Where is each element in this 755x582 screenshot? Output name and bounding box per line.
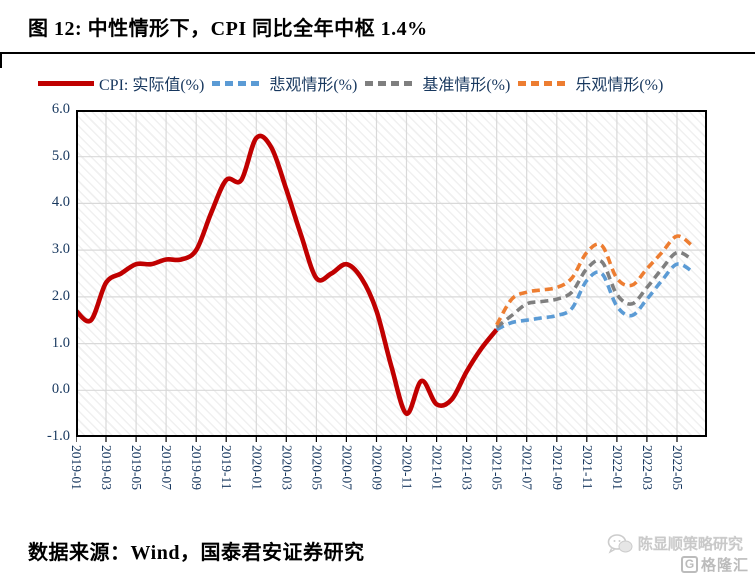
gelonghui-logo-text: 格隆汇 bbox=[700, 558, 749, 574]
series-line-1 bbox=[495, 262, 693, 332]
y-tick-label: 6.0 bbox=[51, 101, 70, 117]
legend-item-optimistic: 乐观情形(%) bbox=[518, 71, 663, 95]
table-border-stub bbox=[0, 52, 2, 68]
legend-label-optimistic: 乐观情形(%) bbox=[575, 77, 664, 94]
x-tick-label: 2022-03 bbox=[639, 445, 655, 490]
series-line-0 bbox=[76, 133, 499, 416]
y-tick-label: 0.0 bbox=[51, 381, 70, 398]
x-tick-label: 2019-03 bbox=[99, 445, 115, 490]
gelonghui-g-icon: G bbox=[680, 556, 698, 573]
x-tick-label: 2022-05 bbox=[669, 445, 685, 490]
legend-item-actual: CPI: 实际值(%) bbox=[38, 71, 204, 95]
x-tick-label: 2020-05 bbox=[309, 445, 325, 490]
gelonghui-logo: G 格隆汇 bbox=[680, 554, 749, 575]
x-tick-label: 2021-03 bbox=[459, 445, 475, 490]
legend-item-baseline: 基准情形(%) bbox=[365, 71, 510, 95]
y-tick-label: 5.0 bbox=[51, 147, 70, 164]
y-axis: 6.0 5.0 4.0 3.0 2.0 1.0 0.0 -1.0 bbox=[22, 101, 70, 444]
legend-label-actual: CPI: 实际值(%) bbox=[99, 77, 205, 94]
legend-item-pessimistic: 悲观情形(%) bbox=[212, 71, 357, 95]
x-tick-label: 2020-07 bbox=[339, 445, 355, 490]
x-tick-label: 2019-09 bbox=[189, 445, 205, 490]
x-tick-label: 2021-01 bbox=[429, 445, 445, 490]
x-tick-label: 2022-01 bbox=[609, 445, 625, 490]
y-tick-label: -1.0 bbox=[47, 428, 70, 444]
y-tick-label: 3.0 bbox=[51, 241, 70, 258]
title-divider-rule bbox=[0, 52, 755, 54]
page-title: 图 12: 中性情形下，CPI 同比全年中枢 1.4% bbox=[28, 18, 428, 40]
chart-legend: CPI: 实际值(%) 悲观情形(%) 基准情形(%) 乐观情形(%) bbox=[38, 71, 738, 95]
y-tick-label: 1.0 bbox=[51, 334, 70, 351]
x-tick-label: 2021-09 bbox=[549, 445, 565, 490]
x-axis: 2019-01 2019-03 2019-05 2019-07 2019-09 2019-… bbox=[69, 443, 716, 515]
x-tick-label: 2019-05 bbox=[129, 445, 145, 490]
y-tick-label: 4.0 bbox=[51, 194, 70, 211]
author-watermark: 陈显顺策略研究 bbox=[607, 533, 743, 554]
x-tick-label: 2021-07 bbox=[519, 445, 535, 490]
x-tick-label: 2019-07 bbox=[159, 445, 175, 490]
plot-watermark-hatch bbox=[76, 110, 707, 437]
x-tick-label: 2021-11 bbox=[579, 445, 595, 490]
baseline-line-swatch bbox=[365, 80, 418, 86]
x-tick-label: 2019-11 bbox=[219, 445, 235, 490]
x-tick-label: 2020-03 bbox=[279, 445, 295, 490]
plot-border bbox=[76, 110, 707, 437]
legend-label-baseline: 基准情形(%) bbox=[422, 77, 511, 94]
x-tick-label: 2020-11 bbox=[399, 445, 415, 490]
optimistic-line-swatch bbox=[518, 80, 571, 86]
cpi-chart bbox=[76, 110, 707, 442]
series-line-2 bbox=[495, 250, 693, 329]
watermark-text: 陈显顺策略研究 bbox=[637, 537, 743, 553]
y-tick-label: 2.0 bbox=[51, 287, 70, 304]
x-tick-label: 2019-01 bbox=[69, 445, 84, 490]
wechat-icon bbox=[607, 533, 633, 554]
x-tick-label: 2020-01 bbox=[249, 445, 265, 490]
x-tick-label: 2021-05 bbox=[489, 445, 505, 490]
pessimistic-line-swatch bbox=[212, 80, 265, 86]
data-source-note: 数据来源：Wind，国泰君安证券研究 bbox=[28, 542, 365, 564]
x-tick-label: 2020-09 bbox=[369, 445, 385, 490]
series-line-3 bbox=[495, 234, 694, 326]
legend-label-pessimistic: 悲观情形(%) bbox=[269, 77, 358, 94]
actual-line-swatch bbox=[38, 80, 94, 86]
